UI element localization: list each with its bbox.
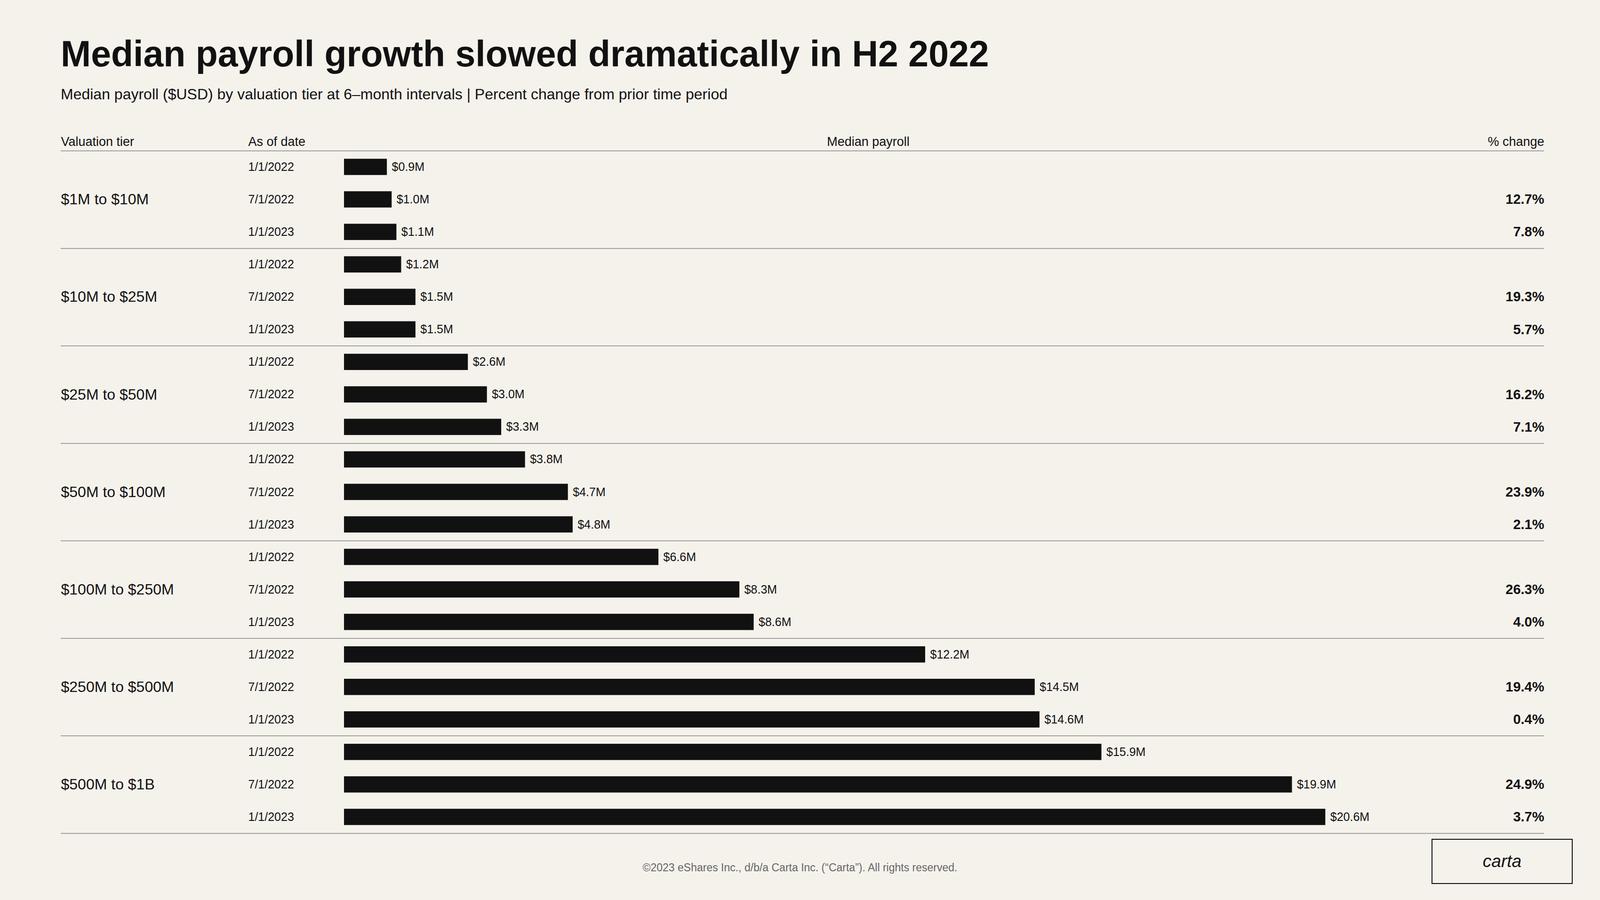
svg-text:2.1%: 2.1% <box>1512 516 1544 532</box>
svg-text:$500M to $1B: $500M to $1B <box>61 775 155 793</box>
svg-text:$1.1M: $1.1M <box>401 224 434 239</box>
svg-text:7/1/2022: 7/1/2022 <box>248 387 295 401</box>
svg-text:$10M to $25M: $10M to $25M <box>61 288 158 305</box>
svg-text:1/1/2022: 1/1/2022 <box>248 550 295 564</box>
html-text:carta: carta <box>1482 851 1522 871</box>
svg-text:24.9%: 24.9% <box>1505 776 1544 792</box>
svg-text:1/1/2023: 1/1/2023 <box>248 615 295 629</box>
svg-text:$12.2M: $12.2M <box>929 647 969 661</box>
svg-text:$1.5M: $1.5M <box>420 322 453 336</box>
svg-text:$20.6M: $20.6M <box>1330 809 1370 824</box>
svg-text:3.7%: 3.7% <box>1512 808 1544 824</box>
svg-text:$4.7M: $4.7M <box>572 485 606 499</box>
svg-text:$3.3M: $3.3M <box>506 419 539 433</box>
svg-text:$15.9M: $15.9M <box>1106 744 1146 759</box>
svg-text:1/1/2023: 1/1/2023 <box>248 517 295 531</box>
svg-text:$1.5M: $1.5M <box>420 289 453 304</box>
svg-text:1/1/2022: 1/1/2022 <box>248 744 295 759</box>
svg-text:1/1/2022: 1/1/2022 <box>248 647 295 661</box>
svg-text:1/1/2023: 1/1/2023 <box>248 224 295 239</box>
svg-text:1/1/2022: 1/1/2022 <box>248 452 295 466</box>
svg-text:19.4%: 19.4% <box>1505 679 1544 695</box>
svg-text:$1.2M: $1.2M <box>406 257 439 271</box>
svg-text:1/1/2022: 1/1/2022 <box>248 257 295 271</box>
svg-text:7.8%: 7.8% <box>1512 224 1544 240</box>
svg-text:$3.0M: $3.0M <box>491 387 525 401</box>
svg-text:$1M to $10M: $1M to $10M <box>61 190 150 208</box>
svg-text:$1.0M: $1.0M <box>396 192 430 206</box>
svg-text:1/1/2023: 1/1/2023 <box>248 712 295 726</box>
svg-text:$6.6M: $6.6M <box>663 550 696 564</box>
svg-text:7.1%: 7.1% <box>1512 419 1544 435</box>
svg-text:$19.9M: $19.9M <box>1296 777 1336 791</box>
svg-text:1/1/2022: 1/1/2022 <box>248 160 295 174</box>
svg-text:Median payroll: Median payroll <box>826 134 910 149</box>
svg-text:$25M to $50M: $25M to $50M <box>61 385 158 403</box>
svg-text:7/1/2022: 7/1/2022 <box>248 289 295 304</box>
svg-text:As of date: As of date <box>248 134 306 149</box>
svg-text:$14.6M: $14.6M <box>1044 712 1084 726</box>
svg-text:Valuation tier: Valuation tier <box>61 134 135 149</box>
svg-text:$3.8M: $3.8M <box>529 452 563 466</box>
svg-text:7/1/2022: 7/1/2022 <box>248 680 295 694</box>
html-text:Median payroll ($USD) by valua: Median payroll ($USD) by valuation tier … <box>60 85 728 103</box>
svg-text:4.0%: 4.0% <box>1512 614 1544 630</box>
svg-text:5.7%: 5.7% <box>1512 321 1544 337</box>
svg-text:$14.5M: $14.5M <box>1039 680 1079 694</box>
svg-text:7/1/2022: 7/1/2022 <box>248 192 295 206</box>
svg-text:16.2%: 16.2% <box>1505 386 1544 402</box>
svg-text:1/1/2023: 1/1/2023 <box>248 322 295 336</box>
svg-text:$4.8M: $4.8M <box>577 517 610 531</box>
html-text:Median payroll growth slowed d: Median payroll growth slowed dramaticall… <box>60 33 989 74</box>
svg-text:7/1/2022: 7/1/2022 <box>248 582 295 596</box>
svg-text:$8.3M: $8.3M <box>744 582 777 596</box>
svg-text:23.9%: 23.9% <box>1505 484 1544 500</box>
svg-text:1/1/2023: 1/1/2023 <box>248 419 295 433</box>
svg-text:$50M to $100M: $50M to $100M <box>61 483 166 501</box>
svg-text:1/1/2023: 1/1/2023 <box>248 809 295 824</box>
svg-text:19.3%: 19.3% <box>1505 288 1544 304</box>
svg-text:0.4%: 0.4% <box>1512 711 1544 727</box>
svg-text:26.3%: 26.3% <box>1505 581 1544 597</box>
svg-text:$2.6M: $2.6M <box>472 354 506 368</box>
svg-text:12.7%: 12.7% <box>1505 191 1544 207</box>
svg-text:1/1/2022: 1/1/2022 <box>248 354 295 368</box>
svg-text:$250M to $500M: $250M to $500M <box>61 678 175 696</box>
svg-text:$100M to $250M: $100M to $250M <box>61 580 175 598</box>
svg-text:% change: % change <box>1487 134 1544 149</box>
svg-text:$0.9M: $0.9M <box>392 160 425 174</box>
svg-text:7/1/2022: 7/1/2022 <box>248 777 295 791</box>
html-text:©2023 eShares Inc., d/b/a Cart: ©2023 eShares Inc., d/b/a Carta Inc. (“C… <box>642 861 958 874</box>
svg-text:$8.6M: $8.6M <box>758 615 792 629</box>
svg-text:7/1/2022: 7/1/2022 <box>248 485 295 499</box>
